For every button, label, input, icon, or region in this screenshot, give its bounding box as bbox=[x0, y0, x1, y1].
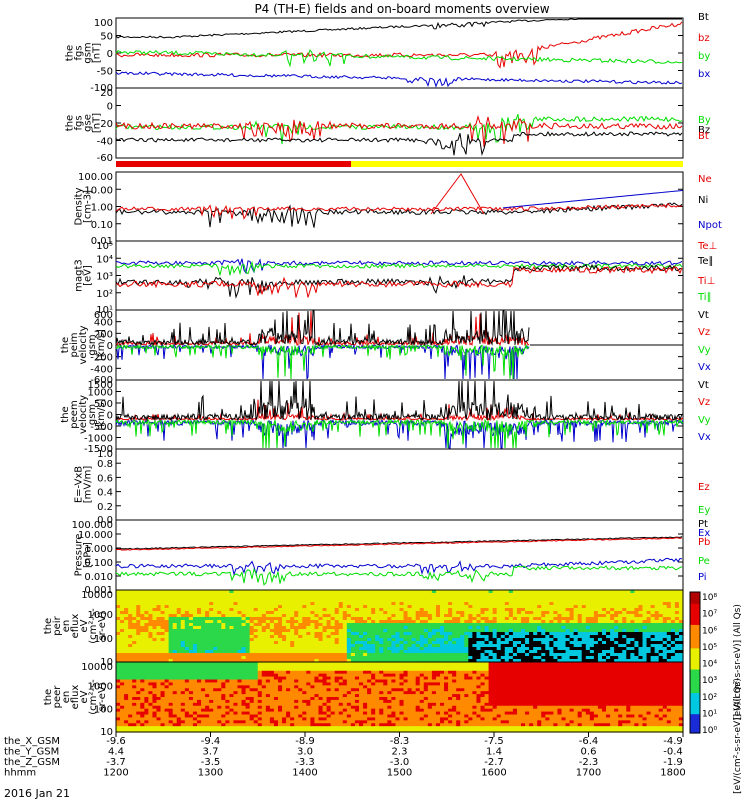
legend-vt: Vt bbox=[698, 380, 709, 391]
ytick-label: -400 bbox=[90, 364, 113, 375]
mode-bar-red bbox=[116, 161, 351, 167]
legend-pi: Pi bbox=[698, 572, 707, 583]
series-by bbox=[116, 50, 682, 66]
ytick-label: 400 bbox=[94, 318, 113, 329]
ytick-label: 1000 bbox=[88, 388, 113, 399]
series-bx bbox=[116, 72, 682, 86]
series-pe bbox=[116, 566, 682, 585]
ytick-label: 0.010 bbox=[84, 572, 113, 583]
ytick-label: 0.6 bbox=[97, 473, 113, 484]
legend-vy: Vy bbox=[698, 415, 711, 426]
ytick-label: 10² bbox=[96, 289, 113, 300]
legend-ez: Ez bbox=[698, 482, 710, 493]
ytick-label: 0 bbox=[107, 49, 113, 60]
legend-ti∥: Ti∥ bbox=[697, 292, 712, 303]
series-bt-gse bbox=[116, 117, 682, 147]
ylabel: [nT] bbox=[92, 113, 103, 133]
series-pb bbox=[116, 538, 682, 550]
panel-frame-temperature bbox=[116, 241, 683, 310]
ytick-label: 0 bbox=[107, 102, 113, 113]
ytick-label: 10000 bbox=[81, 590, 113, 601]
ylabel: [km/s] bbox=[96, 398, 107, 430]
plot-title: P4 (TH-E) fields and on-board moments ov… bbox=[254, 2, 549, 16]
legend-te⊥: Te⊥ bbox=[697, 241, 717, 252]
legend-by: by bbox=[698, 51, 710, 62]
ytick-label: -60 bbox=[97, 153, 113, 164]
series-bz bbox=[116, 22, 682, 68]
series-ne-spike bbox=[431, 174, 484, 214]
ytick-label: 0 bbox=[107, 411, 113, 422]
legend-pb: Pb bbox=[698, 537, 710, 548]
ytick-label: 100.00 bbox=[78, 172, 113, 183]
legend-vt: Vt bbox=[698, 310, 709, 321]
ytick-label: 10000 bbox=[81, 662, 113, 673]
legend-vz: Vz bbox=[698, 327, 710, 338]
legend-bz: bz bbox=[698, 33, 710, 44]
series-pt bbox=[116, 537, 682, 550]
panel-frame-efield bbox=[116, 449, 683, 520]
ytick-label: 100 bbox=[94, 18, 113, 29]
legend-bx: bx bbox=[698, 69, 710, 80]
legend-npot: Npot bbox=[698, 220, 722, 231]
ylabel: [nPa] bbox=[83, 542, 94, 568]
series-vt bbox=[116, 381, 683, 420]
legend-ti⊥: Ti⊥ bbox=[697, 276, 715, 287]
ylabel: [nT] bbox=[92, 43, 103, 63]
legend-ni: Ni bbox=[698, 195, 708, 206]
ytick-label: -50 bbox=[97, 67, 113, 78]
panel-frame-pressure bbox=[116, 520, 683, 590]
legend-vx: Vx bbox=[698, 432, 711, 443]
legend-ey: Ey bbox=[698, 505, 710, 516]
ylabel: [eV] bbox=[83, 265, 94, 286]
panel-frame-fgs_gse bbox=[116, 88, 683, 158]
ytick-label: 0.2 bbox=[97, 502, 113, 513]
ylabel: [mV/m] bbox=[83, 466, 94, 504]
legend-bt: Bt bbox=[698, 12, 709, 23]
legend-pe: Pe bbox=[698, 556, 710, 567]
ytick-label: 0.8 bbox=[97, 459, 113, 470]
ylabel: sr-eV) bbox=[97, 611, 108, 640]
ylabel: [km/s] bbox=[96, 329, 107, 361]
legend-vx: Vx bbox=[698, 362, 711, 373]
legend-bt: Bt bbox=[698, 131, 709, 142]
series-bz-gse bbox=[116, 132, 682, 155]
ytick-label: 0.4 bbox=[97, 488, 113, 499]
mode-bar-yellow bbox=[351, 161, 683, 167]
series-vy bbox=[116, 345, 529, 379]
ytick-label: 10⁴ bbox=[96, 254, 113, 265]
legend-vy: Vy bbox=[698, 345, 711, 356]
series-pi bbox=[116, 558, 682, 574]
legend-ne: Ne bbox=[698, 174, 712, 185]
ylabel: sr-eV) bbox=[97, 682, 108, 711]
ytick-label: 0 bbox=[107, 341, 113, 352]
ytick-label: 10⁵ bbox=[96, 241, 113, 252]
ytick-label: -1000 bbox=[84, 434, 113, 445]
ytick-label: 1.00 bbox=[91, 203, 113, 214]
date-label: 2016 Jan 21 bbox=[4, 787, 70, 800]
legend-te∥: Te∥ bbox=[697, 256, 714, 267]
legend-vz: Vz bbox=[698, 397, 710, 408]
legend-pt: Pt bbox=[698, 519, 708, 530]
ytick-label: -40 bbox=[97, 137, 113, 148]
series-bt bbox=[116, 19, 682, 38]
series-vt bbox=[116, 311, 529, 345]
ytick-label: 10³ bbox=[96, 272, 113, 283]
ylabel: [cm-3] bbox=[83, 190, 94, 223]
ytick-label: 50 bbox=[100, 32, 113, 43]
ytick-label: 20 bbox=[100, 88, 113, 99]
ytick-label: 0.10 bbox=[91, 220, 113, 231]
